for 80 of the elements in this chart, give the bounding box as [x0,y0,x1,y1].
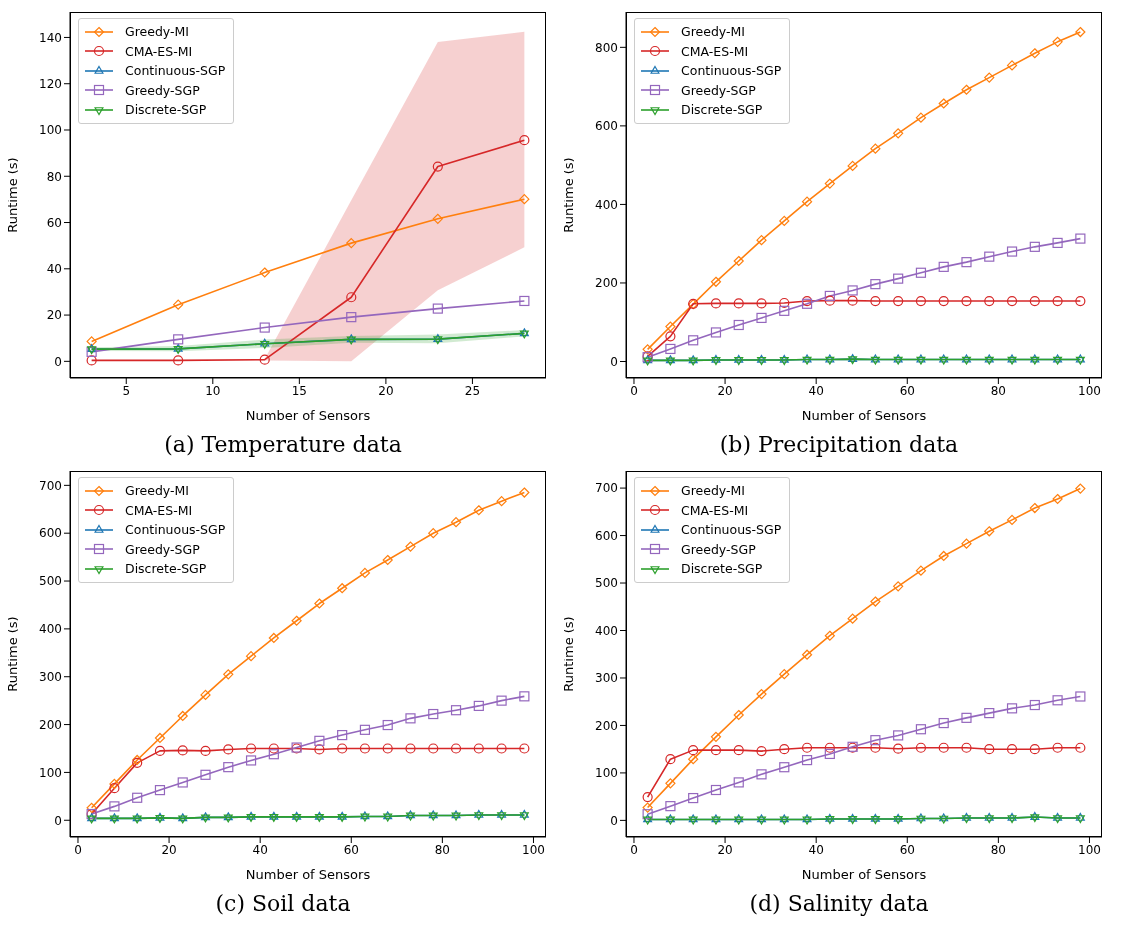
x-tick-label: 10 [205,383,221,398]
y-tick-label: 600 [595,119,618,134]
y-tick-label: 400 [595,623,618,638]
x-tick-label: 40 [808,842,824,857]
legend-label: Continuous-SGP [681,522,782,538]
x-tick-label: 0 [630,842,638,857]
legend-label: Greedy-MI [125,483,190,499]
x-tick-label: 40 [808,383,824,398]
x-tick-label: 60 [899,383,915,398]
y-tick-label: 40 [46,262,62,277]
y-tick-label: 800 [595,40,618,55]
legend-label: Continuous-SGP [681,63,782,79]
y-tick-label: 300 [595,671,618,686]
text: (b) Precipitation data [718,432,960,457]
x-axis-title: Number of Sensors [245,867,371,882]
x-tick-label: 60 [899,842,915,857]
text: (d) Salinity data [748,891,930,916]
y-tick-label: 0 [610,354,618,369]
x-axis-title: Number of Sensors [245,408,371,423]
x-tick-label: 5 [122,383,131,398]
y-tick-label: 600 [39,526,62,541]
y-tick-label: 500 [595,576,618,591]
legend-label: Discrete-SGP [125,102,207,118]
y-tick-label: 20 [46,308,62,323]
x-tick-label: 60 [343,842,359,857]
y-tick-label: 140 [39,30,62,45]
legend-label: Greedy-MI [681,24,746,40]
x-tick-label: 80 [990,383,1007,398]
x-tick-label: 80 [990,842,1007,857]
x-tick-label: 0 [630,383,638,398]
legend-label: Greedy-MI [125,24,190,40]
y-tick-label: 200 [595,276,618,291]
x-tick-label: 15 [291,383,307,398]
x-tick-label: 20 [161,842,177,857]
y-tick-label: 600 [595,528,618,543]
y-tick-label: 60 [46,215,62,230]
y-tick-label: 700 [595,481,618,496]
y-tick-label: 200 [595,718,618,733]
legend-label: CMA-ES-MI [125,43,193,59]
legend-label: Greedy-SGP [681,541,756,557]
x-tick-label: 20 [717,842,733,857]
legend-label: CMA-ES-MI [125,502,193,518]
x-axis-title: Number of Sensors [801,867,927,882]
x-tick-label: 20 [378,383,394,398]
y-tick-label: 100 [39,765,62,780]
y-tick-label: 700 [39,478,62,493]
y-tick-label: 400 [595,197,618,212]
y-tick-label: 0 [54,813,62,828]
legend-label: Greedy-MI [681,483,746,499]
legend-label: Greedy-SGP [125,82,200,98]
text: (a) Temperature data [163,432,403,457]
x-tick-label: 20 [717,383,733,398]
x-tick-label: 100 [1078,383,1101,398]
y-tick-label: 0 [610,813,618,828]
x-tick-label: 40 [252,842,268,857]
y-tick-label: 80 [46,169,62,184]
x-tick-label: 80 [434,842,451,857]
legend-label: Discrete-SGP [681,561,763,577]
x-tick-label: 25 [464,383,481,398]
x-tick-label: 100 [1078,842,1101,857]
legend-label: Discrete-SGP [681,102,763,118]
legend-label: Greedy-SGP [681,82,756,98]
x-axis-title: Number of Sensors [801,408,927,423]
legend-label: Continuous-SGP [125,522,226,538]
y-tick-label: 400 [39,622,62,637]
text: (c) Soil data [214,891,352,916]
y-tick-label: 300 [39,669,62,684]
y-tick-label: 100 [39,123,62,138]
y-tick-label: 120 [39,76,62,91]
legend-label: Discrete-SGP [125,561,207,577]
y-tick-label: 200 [39,717,62,732]
legend-label: CMA-ES-MI [681,43,749,59]
y-tick-label: 0 [54,354,62,369]
x-tick-label: 0 [74,842,82,857]
y-tick-label: 500 [39,574,62,589]
legend-label: Continuous-SGP [125,63,226,79]
x-tick-label: 100 [522,842,545,857]
legend-label: CMA-ES-MI [681,502,749,518]
legend-label: Greedy-SGP [125,541,200,557]
y-tick-label: 100 [595,766,618,781]
